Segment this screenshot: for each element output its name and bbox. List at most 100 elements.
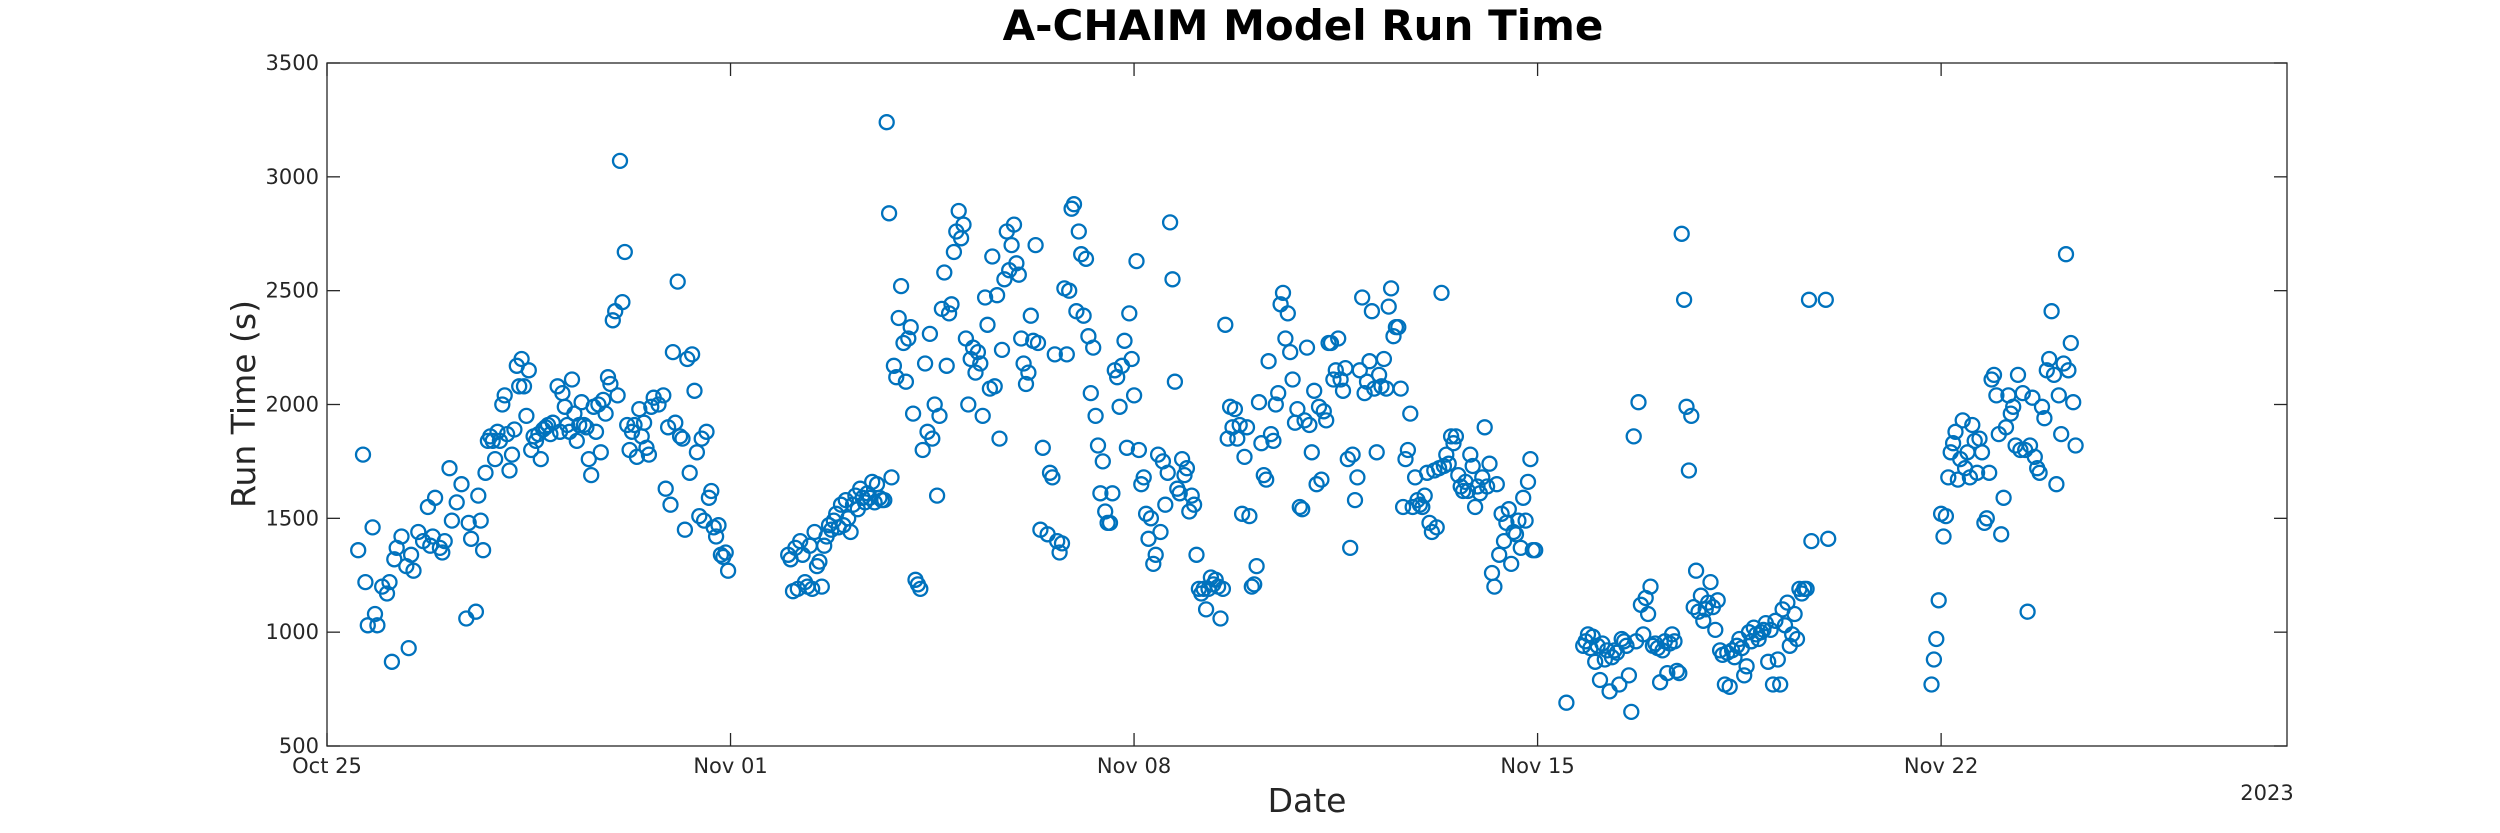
- data-point: [700, 489, 718, 506]
- data-point: [501, 462, 518, 479]
- data-point: [1442, 428, 1460, 445]
- data-point: [1185, 496, 1203, 513]
- data-point: [1354, 289, 1371, 306]
- data-point: [1183, 487, 1200, 504]
- data-point: [1786, 605, 1803, 623]
- data-point: [1527, 542, 1544, 559]
- data-point: [1361, 353, 1378, 370]
- data-point: [1466, 498, 1484, 516]
- data-point: [892, 277, 910, 295]
- data-point: [931, 407, 948, 425]
- axis-ticks: 500 1000 1500 2000 2500 3000 3500 Oct 25 Nov 01 N…: [266, 51, 2287, 778]
- data-point: [1596, 651, 1613, 668]
- data-point: [1997, 419, 2015, 436]
- data-point: [448, 494, 465, 511]
- data-point: [2012, 441, 2029, 459]
- data-point: [991, 430, 1008, 447]
- data-point: [938, 357, 955, 374]
- data-point: [1618, 637, 1635, 654]
- data-point: [1709, 592, 1726, 609]
- data-point: [1015, 355, 1032, 372]
- data-point: [912, 580, 929, 598]
- data-point: [350, 542, 367, 559]
- data-point: [1433, 284, 1450, 302]
- data-point: [575, 416, 593, 434]
- data-point: [707, 528, 725, 545]
- data-point: [1923, 676, 1940, 693]
- data-point: [984, 248, 1001, 265]
- data-point: [1313, 471, 1330, 488]
- data-point: [1469, 478, 1486, 495]
- data-point: [1459, 482, 1477, 500]
- data-point: [996, 271, 1013, 288]
- data-point: [1515, 489, 1532, 506]
- data-point: [719, 562, 737, 579]
- data-point: [1330, 330, 1347, 347]
- data-point: [1094, 453, 1111, 470]
- data-point: [1265, 432, 1282, 450]
- data-point: [1017, 375, 1035, 393]
- data-point: [928, 487, 946, 504]
- data-point: [1214, 580, 1232, 598]
- data-point: [513, 350, 530, 368]
- data-point: [638, 439, 655, 456]
- data-point: [1375, 350, 1393, 368]
- data-point: [1318, 412, 1335, 429]
- data-point: [1061, 282, 1078, 299]
- data-point: [1397, 450, 1414, 468]
- data-point: [888, 369, 905, 386]
- data-point: [1020, 364, 1037, 381]
- data-point: [1767, 612, 1784, 629]
- data-point: [1993, 526, 2010, 543]
- data-point: [703, 482, 720, 500]
- data-point: [628, 448, 646, 466]
- data-point: [1438, 446, 1455, 463]
- data-point: [1481, 455, 1498, 472]
- data-point: [856, 494, 874, 511]
- data-point: [1315, 403, 1332, 420]
- data-point: [2002, 405, 2019, 422]
- data-point: [405, 562, 422, 579]
- data-point: [458, 610, 475, 627]
- data-point: [1772, 676, 1789, 693]
- data-point: [426, 489, 444, 506]
- data-point: [1034, 439, 1051, 456]
- data-point: [1171, 485, 1188, 502]
- x-axis-label: Date: [1268, 781, 1347, 820]
- data-point: [1085, 339, 1102, 356]
- data-point: [1666, 633, 1683, 650]
- data-point: [1394, 498, 1412, 516]
- data-point: [357, 573, 374, 591]
- data-point: [640, 446, 658, 463]
- data-point: [626, 416, 643, 434]
- data-point: [1820, 530, 1837, 547]
- data-point: [1764, 676, 1782, 693]
- data-point: [1668, 662, 1686, 680]
- data-point: [2009, 366, 2027, 384]
- data-point: [921, 325, 939, 343]
- data-point: [1971, 430, 1988, 447]
- y-tick-label: 3500: [266, 51, 319, 75]
- data-point: [366, 605, 384, 623]
- data-point: [816, 537, 833, 554]
- data-point: [1123, 350, 1140, 368]
- x-tick-label: Nov 08: [1097, 754, 1171, 778]
- data-point: [2036, 410, 2053, 427]
- data-point: [1788, 630, 1806, 648]
- data-point: [460, 514, 477, 532]
- data-point: [2014, 384, 2031, 402]
- data-point: [1411, 496, 1429, 513]
- data-point: [1044, 469, 1061, 486]
- data-point: [580, 450, 597, 468]
- data-point: [686, 382, 703, 399]
- data-point: [1286, 414, 1304, 431]
- data-point: [667, 414, 684, 431]
- data-point: [1723, 642, 1741, 659]
- data-point: [467, 603, 485, 620]
- data-point: [1128, 252, 1145, 270]
- data-point: [383, 653, 401, 670]
- data-point: [683, 346, 701, 363]
- data-point: [986, 378, 1003, 395]
- data-point: [1282, 343, 1299, 361]
- data-point: [1603, 649, 1621, 666]
